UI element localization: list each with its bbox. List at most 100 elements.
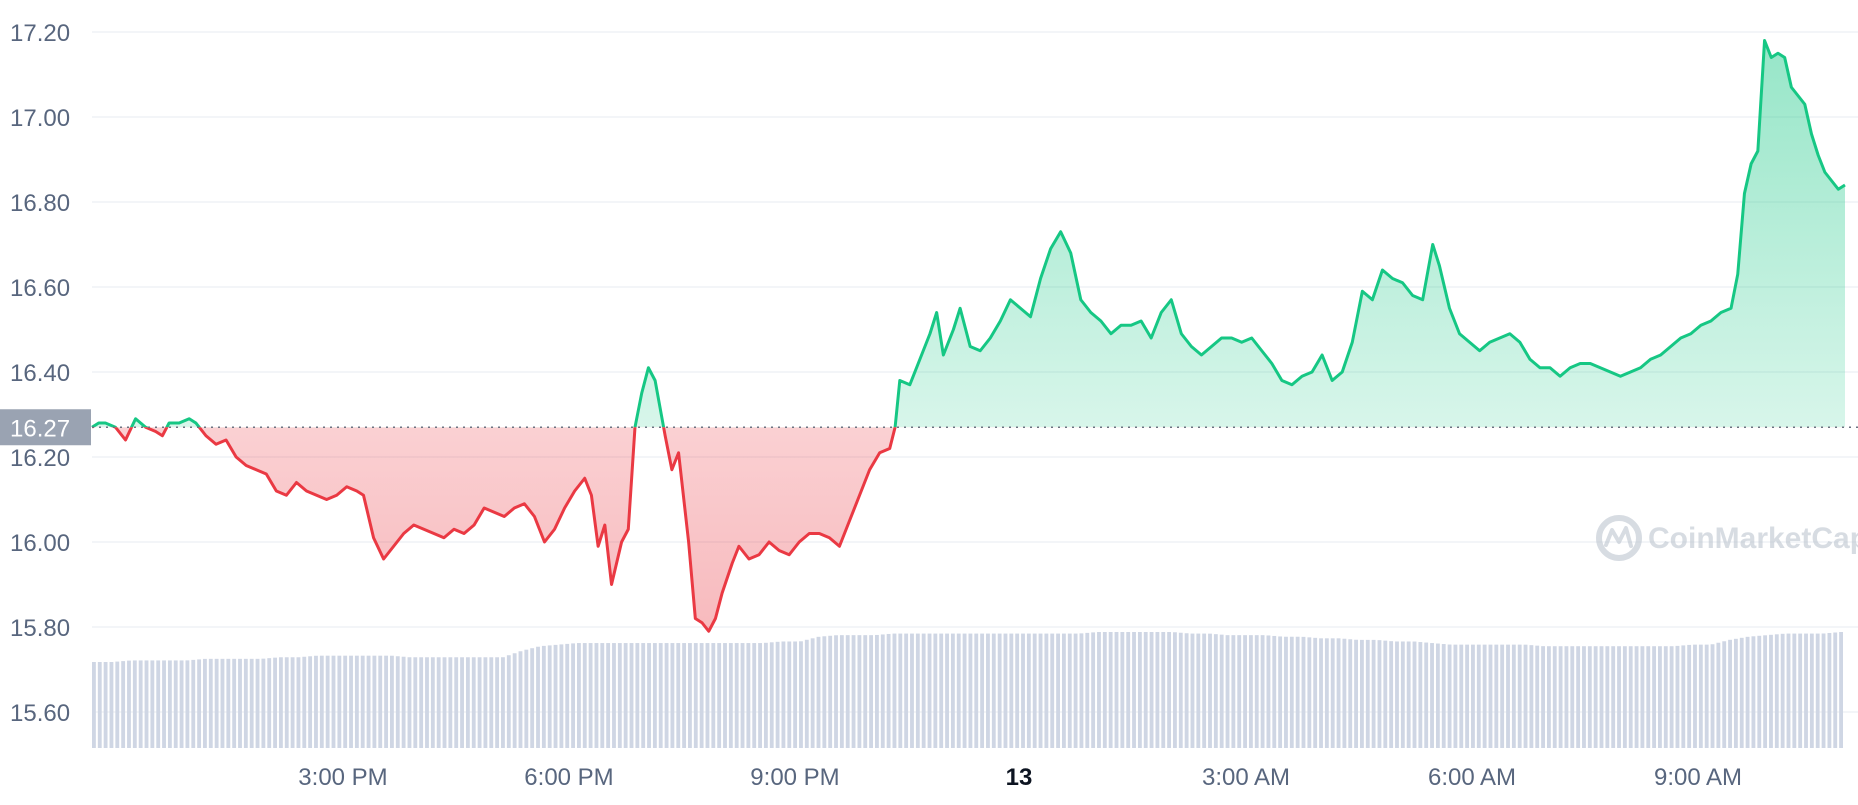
volume-bar [524, 649, 529, 748]
volume-bar [1552, 646, 1557, 748]
volume-bar [1003, 633, 1008, 748]
volume-bar [1371, 639, 1376, 748]
volume-bar [1114, 632, 1119, 748]
volume-bar [1833, 632, 1838, 748]
volume-bar [898, 633, 903, 748]
volume-bar [1769, 634, 1773, 748]
volume-bar [261, 658, 266, 748]
volume-bar [179, 660, 184, 748]
volume-bar [506, 655, 511, 748]
volume-bar [302, 656, 307, 748]
area-below-baseline [92, 427, 1845, 632]
x-tick-label: 9:00 AM [1654, 764, 1742, 791]
volume-bar [384, 655, 389, 748]
volume-bar [185, 660, 190, 748]
volume-bar [857, 635, 862, 748]
volume-bar [501, 657, 505, 748]
volume-bar [1272, 635, 1277, 748]
volume-bar [518, 651, 523, 748]
volume-bar [1009, 633, 1014, 748]
volume-bar [442, 657, 447, 748]
volume-bar [226, 658, 231, 748]
volume-bar [1395, 641, 1399, 748]
volume-bar [1675, 645, 1680, 748]
volume-bar [1260, 635, 1265, 748]
volume-bar [1640, 646, 1645, 748]
volume-bar [1792, 633, 1797, 748]
volume-bar [623, 643, 628, 748]
volume-bar [799, 641, 803, 748]
volume-bar [319, 655, 324, 748]
volume-bar [214, 658, 219, 748]
volume-bar [1377, 640, 1382, 748]
volume-bar [559, 644, 564, 748]
volume-bar [460, 657, 464, 748]
volume-bar [1424, 642, 1429, 748]
volume-bar [372, 655, 377, 748]
volume-bar [793, 641, 798, 748]
volume-bar [775, 641, 780, 748]
volume-bar [717, 643, 722, 748]
volume-bar [1278, 636, 1283, 748]
volume-bar [1564, 646, 1569, 748]
volume-bar [962, 633, 967, 748]
volume-bar [839, 635, 844, 748]
volume-bars [92, 632, 1843, 748]
volume-bar [1061, 633, 1066, 748]
volume-bar [1313, 637, 1318, 748]
volume-bar [325, 655, 330, 748]
volume-bar [407, 657, 412, 748]
volume-bar [1704, 644, 1709, 748]
volume-bar [682, 643, 687, 748]
volume-bar [167, 660, 172, 748]
volume-bar [705, 643, 710, 748]
volume-bar [886, 633, 891, 748]
x-tick-label: 3:00 AM [1202, 764, 1290, 791]
volume-bar [664, 643, 669, 748]
volume-bar [1161, 632, 1166, 748]
volume-bar [354, 655, 359, 748]
volume-bar [150, 660, 155, 748]
volume-bar [728, 643, 733, 748]
volume-bar [220, 658, 225, 748]
volume-bar [1839, 632, 1843, 748]
volume-bar [1739, 637, 1744, 748]
volume-bar [1821, 633, 1826, 748]
x-tick-label: 9:00 PM [750, 764, 839, 791]
volume-bar [430, 657, 435, 748]
volume-bar [454, 657, 459, 748]
volume-bar [945, 633, 949, 748]
volume-bar [1500, 644, 1505, 748]
volume-bar [1582, 646, 1586, 748]
volume-bar [997, 633, 1002, 748]
volume-bar [1465, 644, 1470, 748]
volume-bar [366, 655, 371, 748]
x-axis: 3:00 PM 6:00 PM 9:00 PM 13 3:00 AM 6:00 AM 9:0… [298, 764, 1742, 791]
volume-bar [109, 662, 114, 748]
volume-bar [1570, 646, 1575, 748]
volume-bar [97, 662, 102, 748]
volume-bar [1202, 633, 1207, 748]
volume-bar [571, 643, 575, 748]
volume-bar [1652, 646, 1657, 748]
volume-bar [1365, 639, 1370, 748]
volume-bar [278, 657, 283, 748]
volume-bar [892, 633, 897, 748]
volume-bar [939, 633, 944, 748]
volume-bar [243, 658, 248, 748]
volume-bar [536, 646, 540, 748]
volume-bar [804, 639, 809, 748]
volume-bar [1400, 641, 1405, 748]
volume-bar [1219, 634, 1224, 748]
y-tick-label: 15.60 [10, 700, 70, 727]
volume-bar [1284, 636, 1288, 748]
volume-bar [851, 635, 856, 748]
volume-bar [1576, 646, 1581, 748]
volume-bar [629, 643, 634, 748]
volume-bar [477, 657, 482, 748]
volume-bar [711, 643, 716, 748]
watermark-text: CoinMarketCap [1648, 522, 1858, 555]
volume-bar [425, 657, 429, 748]
